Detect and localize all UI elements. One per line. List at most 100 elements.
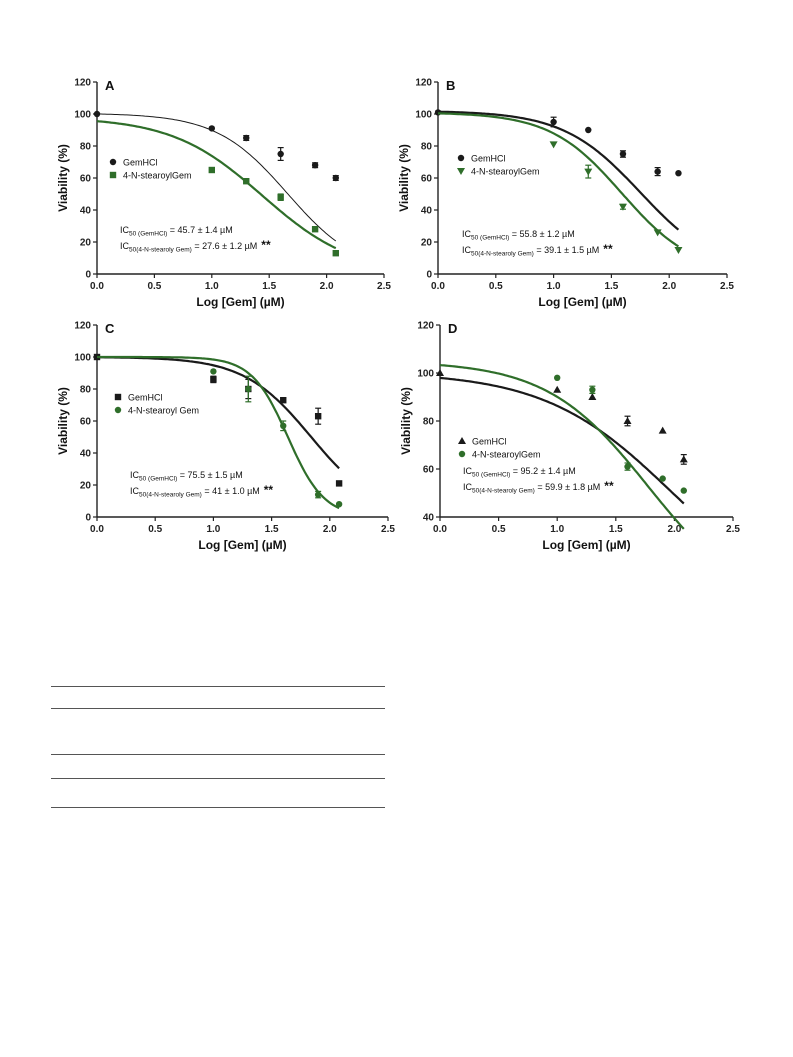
data-point: [623, 417, 632, 424]
x-tick-label: 0.0: [433, 524, 447, 535]
table-header-rule: [51, 708, 385, 709]
data-point: [311, 162, 319, 169]
x-tick-label: 1.0: [547, 281, 561, 292]
x-tick-label: 2.5: [726, 524, 740, 535]
ic50-value: = 39.1 ± 1.5 µM: [534, 245, 599, 255]
legend-label: 4-N-stearoylGem: [472, 450, 541, 460]
data-point: [624, 463, 631, 470]
x-tick-label: 0.5: [148, 524, 162, 535]
data-point: [584, 168, 593, 176]
x-tick-label: 2.0: [662, 281, 676, 292]
data-point: [659, 475, 666, 482]
ic50-prefix: IC: [463, 466, 473, 476]
data-point: [335, 480, 343, 487]
data-point: [280, 397, 287, 404]
y-tick-label: 120: [415, 78, 432, 89]
ic50-annotation: IC50 (GemHCl) = 45.7 ± 1.4 µM: [120, 225, 233, 238]
data-point: [243, 178, 250, 185]
chart-panel-a: 0 20 40 60 80 100 120 0.0 0.5 1.0 1.5 2.0 2.5 Log [Ge…: [56, 78, 391, 310]
data-point: [654, 168, 661, 175]
data-point: [658, 426, 667, 434]
ic50-value: = 59.9 ± 1.8 µM: [535, 482, 600, 492]
panel-label: A: [105, 78, 115, 93]
data-point: [589, 386, 596, 393]
data-point: [332, 174, 339, 182]
y-tick-label: 40: [423, 513, 435, 524]
ic50-subscript: 50 (GemHCl): [471, 235, 509, 242]
table-body-rule: [51, 754, 385, 755]
legend-label: 4-N-stearoyl Gem: [128, 406, 199, 416]
x-axis-label: Log [Gem] (µM): [196, 295, 284, 309]
ic50-annotation: IC50 (GemHCl) = 55.8 ± 1.2 µM: [462, 229, 575, 242]
y-tick-label: 80: [80, 142, 92, 153]
y-tick-label: 20: [80, 238, 92, 249]
y-tick-label: 40: [80, 206, 92, 217]
y-tick-label: 60: [423, 465, 435, 476]
data-point: [553, 385, 562, 393]
x-axis-label: Log [Gem] (µM): [542, 538, 630, 552]
x-axis-label: Log [Gem] (µM): [198, 538, 286, 552]
x-tick-label: 2.5: [720, 281, 734, 292]
y-tick-label: 80: [80, 385, 92, 396]
legend-label: GemHCl: [128, 393, 163, 403]
legend-marker: [109, 171, 117, 179]
data-point: [675, 170, 682, 177]
x-tick-label: 0.0: [431, 281, 445, 292]
y-tick-label: 100: [415, 110, 432, 121]
ic50-prefix: IC: [120, 241, 130, 251]
y-tick-label: 40: [80, 449, 92, 460]
ic50-prefix: IC: [462, 229, 472, 239]
ic50-annotation: IC50(4-N-stearoly Gem) = 41 ± 1.0 µM **: [130, 483, 273, 499]
ic50-value: = 55.8 ± 1.2 µM: [509, 229, 574, 239]
data-point: [680, 487, 687, 494]
ic50-value: = 45.7 ± 1.4 µM: [167, 225, 232, 235]
y-tick-label: 120: [417, 321, 434, 332]
data-point: [619, 150, 627, 158]
ic50-annotation: IC50(4-N-stearoly Gem) = 39.1 ± 1.5 µM **: [462, 242, 613, 258]
panel-label: C: [105, 321, 115, 336]
data-point: [277, 150, 284, 158]
x-tick-label: 1.0: [205, 281, 219, 292]
ic50-prefix: IC: [130, 470, 140, 480]
y-tick-label: 100: [74, 110, 91, 121]
data-point: [554, 374, 561, 381]
x-tick-label: 2.0: [320, 281, 334, 292]
x-tick-label: 0.0: [90, 281, 104, 292]
legend-marker: [458, 450, 466, 458]
data-point: [585, 126, 592, 134]
y-tick-label: 60: [421, 174, 433, 185]
data-point: [618, 203, 627, 211]
ic50-subscript: 50(4-N-stearoly Gem): [471, 251, 534, 258]
ic50-annotation: IC50(4-N-stearoly Gem) = 59.9 ± 1.8 µM **: [463, 479, 614, 495]
data-point: [653, 229, 662, 237]
ic50-subscript: 50(4-N-stearoly Gem): [129, 247, 192, 254]
chart-panel-c: 0 20 40 60 80 100 120 0.0 0.5 1.0 1.5 2.0 2.5 Log [Ge…: [56, 321, 395, 553]
x-tick-label: 1.5: [265, 524, 279, 535]
x-tick-label: 0.0: [90, 524, 104, 535]
y-tick-label: 120: [74, 78, 91, 89]
chart-panel-d: 40 60 80 100 120 0.0 0.5 1.0 1.5 2.0 2.5 Log [Gem] …: [399, 321, 740, 553]
ic50-prefix: IC: [463, 482, 473, 492]
y-tick-label: 100: [74, 353, 91, 364]
ic50-prefix: IC: [130, 486, 140, 496]
legend-label: GemHCl: [472, 437, 507, 447]
significance-stars: **: [604, 479, 614, 493]
data-point: [679, 455, 688, 463]
y-tick-label: 80: [423, 417, 435, 428]
fit-curve: [438, 112, 679, 248]
ic50-value: = 27.6 ± 1.2 µM: [192, 241, 257, 251]
data-point: [243, 134, 250, 142]
x-tick-label: 0.5: [492, 524, 506, 535]
data-point: [93, 110, 101, 118]
x-tick-label: 2.5: [381, 524, 395, 535]
legend-label: GemHCl: [123, 158, 158, 168]
data-point: [311, 226, 319, 233]
x-tick-label: 2.0: [323, 524, 337, 535]
ic50-value: = 75.5 ± 1.5 µM: [177, 470, 242, 480]
x-tick-label: 2.0: [667, 524, 681, 535]
table-bottom-rule: [51, 807, 385, 808]
ic50-annotation: IC50 (GemHCl) = 75.5 ± 1.5 µM: [130, 470, 243, 483]
fit-curve: [439, 376, 685, 505]
data-point: [550, 118, 557, 126]
y-tick-label: 0: [426, 270, 432, 281]
